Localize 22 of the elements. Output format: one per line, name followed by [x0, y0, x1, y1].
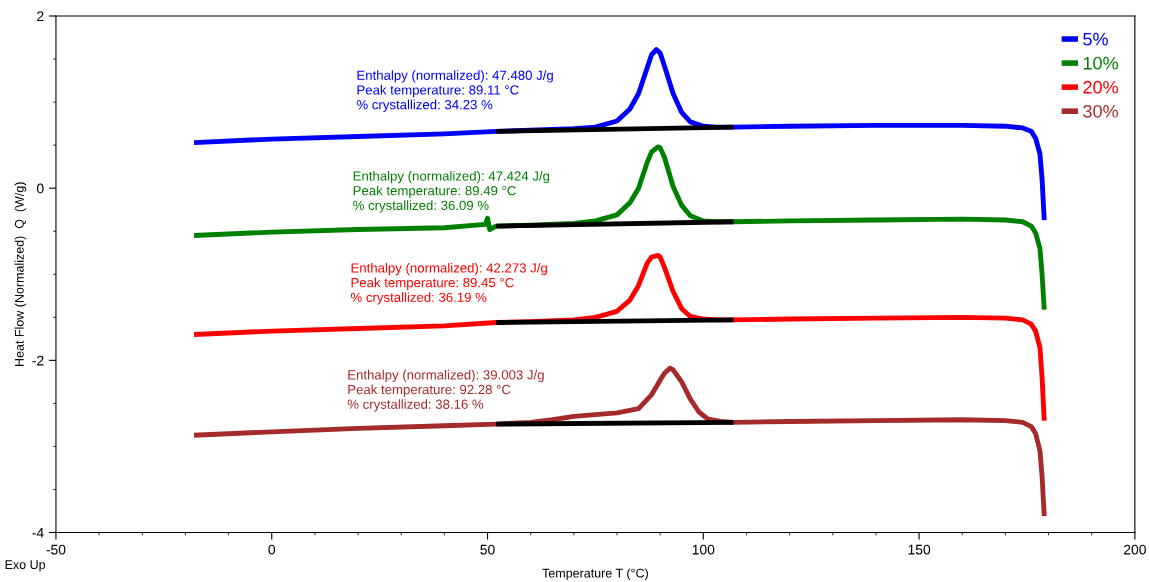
x-tick-label: -50 [46, 544, 66, 555]
legend-label: 5% [1083, 32, 1108, 46]
y-tick-label: 0 [36, 183, 44, 194]
annotation: Enthalpy (normalized): 47.480 J/g Peak temperature: 89.11 °C % crystallized: 34.23 % [356, 70, 553, 112]
annotation: Enthalpy (normalized): 39.003 J/g Peak temperature: 92.28 °C % crystallized: 38.16 % [347, 369, 544, 412]
x-tick-label: 150 [908, 544, 931, 555]
y-tick-label: -4 [32, 528, 44, 538]
annotation: Enthalpy (normalized): 42.273 J/g Peak temperature: 89.45 °C % crystallized: 36.19 % [350, 262, 547, 305]
y-tick-label: -2 [32, 355, 44, 366]
annotation: Enthalpy (normalized): 47.424 J/g Peak temperature: 89.49 °C % crystallized: 36.09 % [353, 170, 550, 213]
line-series [191, 365, 1047, 519]
x-axis-title: Temperature T (°C) [542, 568, 648, 581]
x-tick-label: 50 [480, 544, 495, 555]
legend-label: 10% [1083, 56, 1118, 70]
legend-label: 30% [1083, 104, 1118, 118]
x-tick-label: 100 [692, 544, 715, 555]
x-tick-label: 0 [268, 544, 276, 555]
x-tick-label: 200 [1123, 544, 1146, 555]
y-axis-title: Heat Flow (Normalized) Q (W/g) [14, 182, 27, 366]
text: Exo Up [5, 560, 46, 572]
y-tick-label: 2 [37, 11, 44, 22]
legend-label: 20% [1083, 80, 1118, 94]
